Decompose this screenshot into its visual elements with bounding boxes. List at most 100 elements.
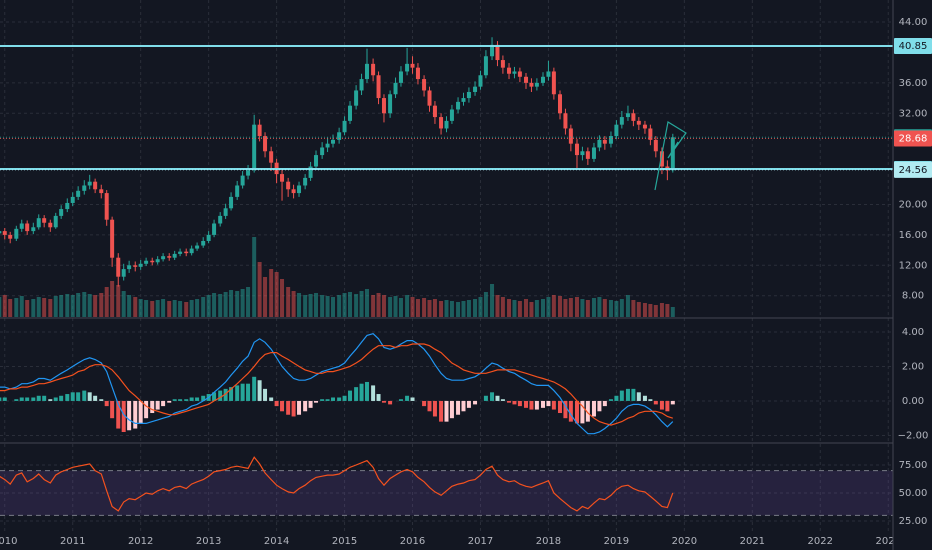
volume-bar — [76, 293, 81, 317]
histogram-bar — [308, 400, 313, 408]
candle-body — [388, 94, 393, 114]
volume-bar — [161, 299, 166, 317]
candle-body — [359, 79, 364, 91]
volume-bar — [449, 301, 454, 317]
histogram-bar — [31, 397, 36, 401]
volume-bar — [490, 284, 495, 317]
volume-bar — [541, 299, 546, 317]
volume-bar — [557, 296, 562, 317]
volume-bar — [93, 295, 98, 317]
histogram-bar — [14, 399, 19, 401]
histogram-bar — [87, 392, 92, 401]
histogram-bar — [568, 400, 573, 422]
candle-body — [99, 189, 104, 194]
histogram-bar — [235, 385, 240, 401]
y-tick-label: 32.00 — [899, 108, 928, 119]
candle-body — [42, 218, 47, 223]
candle-body — [631, 113, 636, 121]
candle-body — [546, 71, 551, 77]
volume-bar — [121, 291, 126, 317]
volume-bar — [303, 295, 308, 317]
macd-line — [0, 333, 674, 435]
volume-bar — [155, 300, 160, 317]
volume-bar — [608, 300, 613, 317]
x-tick-label: 2016 — [400, 536, 425, 547]
histogram-bar — [155, 400, 160, 410]
volume-bar — [483, 292, 488, 317]
volume-bar — [342, 293, 347, 317]
rsi-band — [0, 470, 893, 516]
histogram-bar — [280, 400, 285, 412]
volume-bar — [286, 287, 291, 317]
volume-bar — [405, 295, 410, 317]
candle-body — [574, 143, 579, 156]
candle-body — [444, 120, 449, 129]
candle-body — [314, 155, 319, 167]
histogram-bar — [150, 400, 155, 414]
histogram-bar — [297, 400, 302, 415]
volume-bar — [466, 300, 471, 317]
histogram-bar — [25, 397, 30, 401]
x-tick-label: 2014 — [264, 536, 289, 547]
price-label-box — [894, 130, 932, 147]
candle-body — [31, 227, 36, 232]
candle-body — [133, 265, 138, 267]
candle-body — [507, 67, 512, 74]
candle-body — [337, 132, 342, 140]
candle-body — [648, 128, 653, 140]
volume-bar — [150, 301, 155, 317]
volume-bar — [206, 295, 211, 317]
histogram-bar — [144, 400, 149, 419]
volume-bar — [422, 298, 427, 317]
candle-body — [376, 75, 381, 99]
x-tick-label: 2013 — [196, 536, 221, 547]
histogram-bar — [364, 381, 369, 401]
candle-body — [155, 259, 160, 263]
volume-bar — [444, 300, 449, 317]
volume-bar — [642, 303, 647, 317]
volume-bar — [393, 296, 398, 317]
histogram-bar — [331, 397, 336, 401]
candle-body — [104, 193, 109, 220]
candle-body — [415, 67, 420, 80]
volume-bar — [388, 297, 393, 317]
histogram-bar — [625, 388, 630, 401]
histogram-bar — [229, 387, 234, 401]
volume-bar — [138, 299, 143, 317]
volume-bar — [614, 301, 619, 317]
candle-body — [670, 137, 675, 171]
volume-bar — [274, 272, 279, 317]
candle-body — [257, 124, 262, 137]
volume-bar — [70, 295, 75, 317]
candle-body — [240, 175, 245, 186]
x-tick-label: 2019 — [604, 536, 629, 547]
histogram-bar — [70, 392, 75, 401]
candle-body — [602, 139, 607, 144]
volume-bar — [246, 287, 251, 317]
histogram-bar — [138, 400, 143, 424]
histogram-bar — [347, 390, 352, 401]
histogram-bar — [388, 400, 393, 405]
histogram-bar — [500, 399, 505, 401]
histogram-bar — [546, 400, 551, 407]
candle-body — [76, 190, 81, 197]
price-axis: 8.00 12.00 16.00 20.00 32.00 36.00 44.00 −2.00 0… — [892, 0, 932, 550]
volume-bar — [347, 292, 352, 317]
histogram-bar — [172, 399, 177, 401]
candle-body — [478, 75, 483, 87]
volume-bar — [432, 299, 437, 317]
volume-bar — [376, 293, 381, 317]
candle-body — [121, 269, 126, 277]
volume-bar — [178, 301, 183, 317]
volume-bar — [597, 297, 602, 317]
rsi-line — [0, 456, 674, 512]
candle-body — [597, 139, 602, 148]
histogram-bar — [59, 395, 64, 401]
candle-body — [325, 143, 330, 148]
candle-body — [619, 117, 624, 125]
candle-body — [195, 245, 200, 249]
volume-bar — [591, 298, 596, 317]
candle-body — [524, 76, 529, 83]
x-tick-label: 2023 — [876, 536, 901, 547]
y-tick-label: 36.00 — [899, 78, 928, 89]
